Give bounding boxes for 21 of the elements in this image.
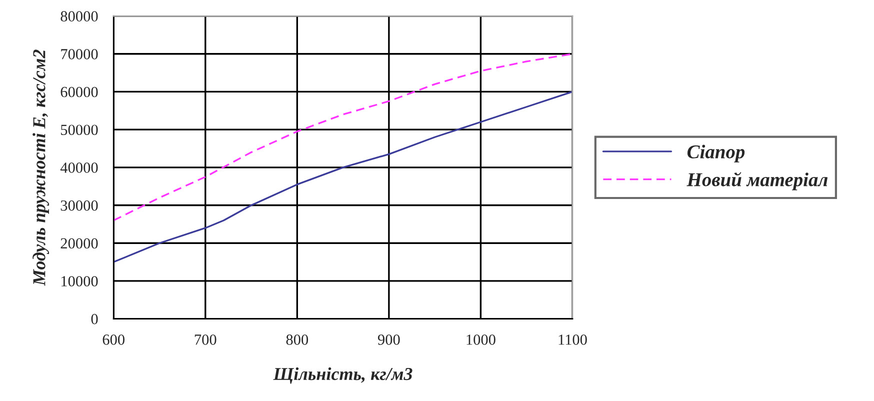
y-tick-label: 20000 [60,238,98,249]
x-tick-label: 600 [102,334,124,345]
x-tick-label: 700 [194,334,216,345]
y-tick-label: 10000 [61,276,98,286]
line-series [114,53,572,222]
x-tick-label: 900 [378,334,400,345]
y-axis-title: Модуль пружності E, кгс/см2 [32,50,50,286]
legend-label: Сіапор [687,144,745,162]
y-tick-label: 70000 [61,49,98,60]
y-tick-label: 80000 [60,11,98,22]
legend-label: Новий матеріал [686,172,828,190]
y-tick-label: 60000 [60,86,98,98]
x-tick-label: 800 [286,334,308,345]
y-tick-label: 0 [91,314,98,324]
y-tick-label: 50000 [61,124,98,136]
line-series [114,90,572,263]
x-tick-label: 1000 [466,334,496,345]
x-tick-label: 1100 [558,334,587,345]
y-tick-label: 30000 [60,200,98,211]
x-axis-title: Щільність, кг/м3 [273,367,412,384]
y-tick-label: 40000 [60,162,98,173]
